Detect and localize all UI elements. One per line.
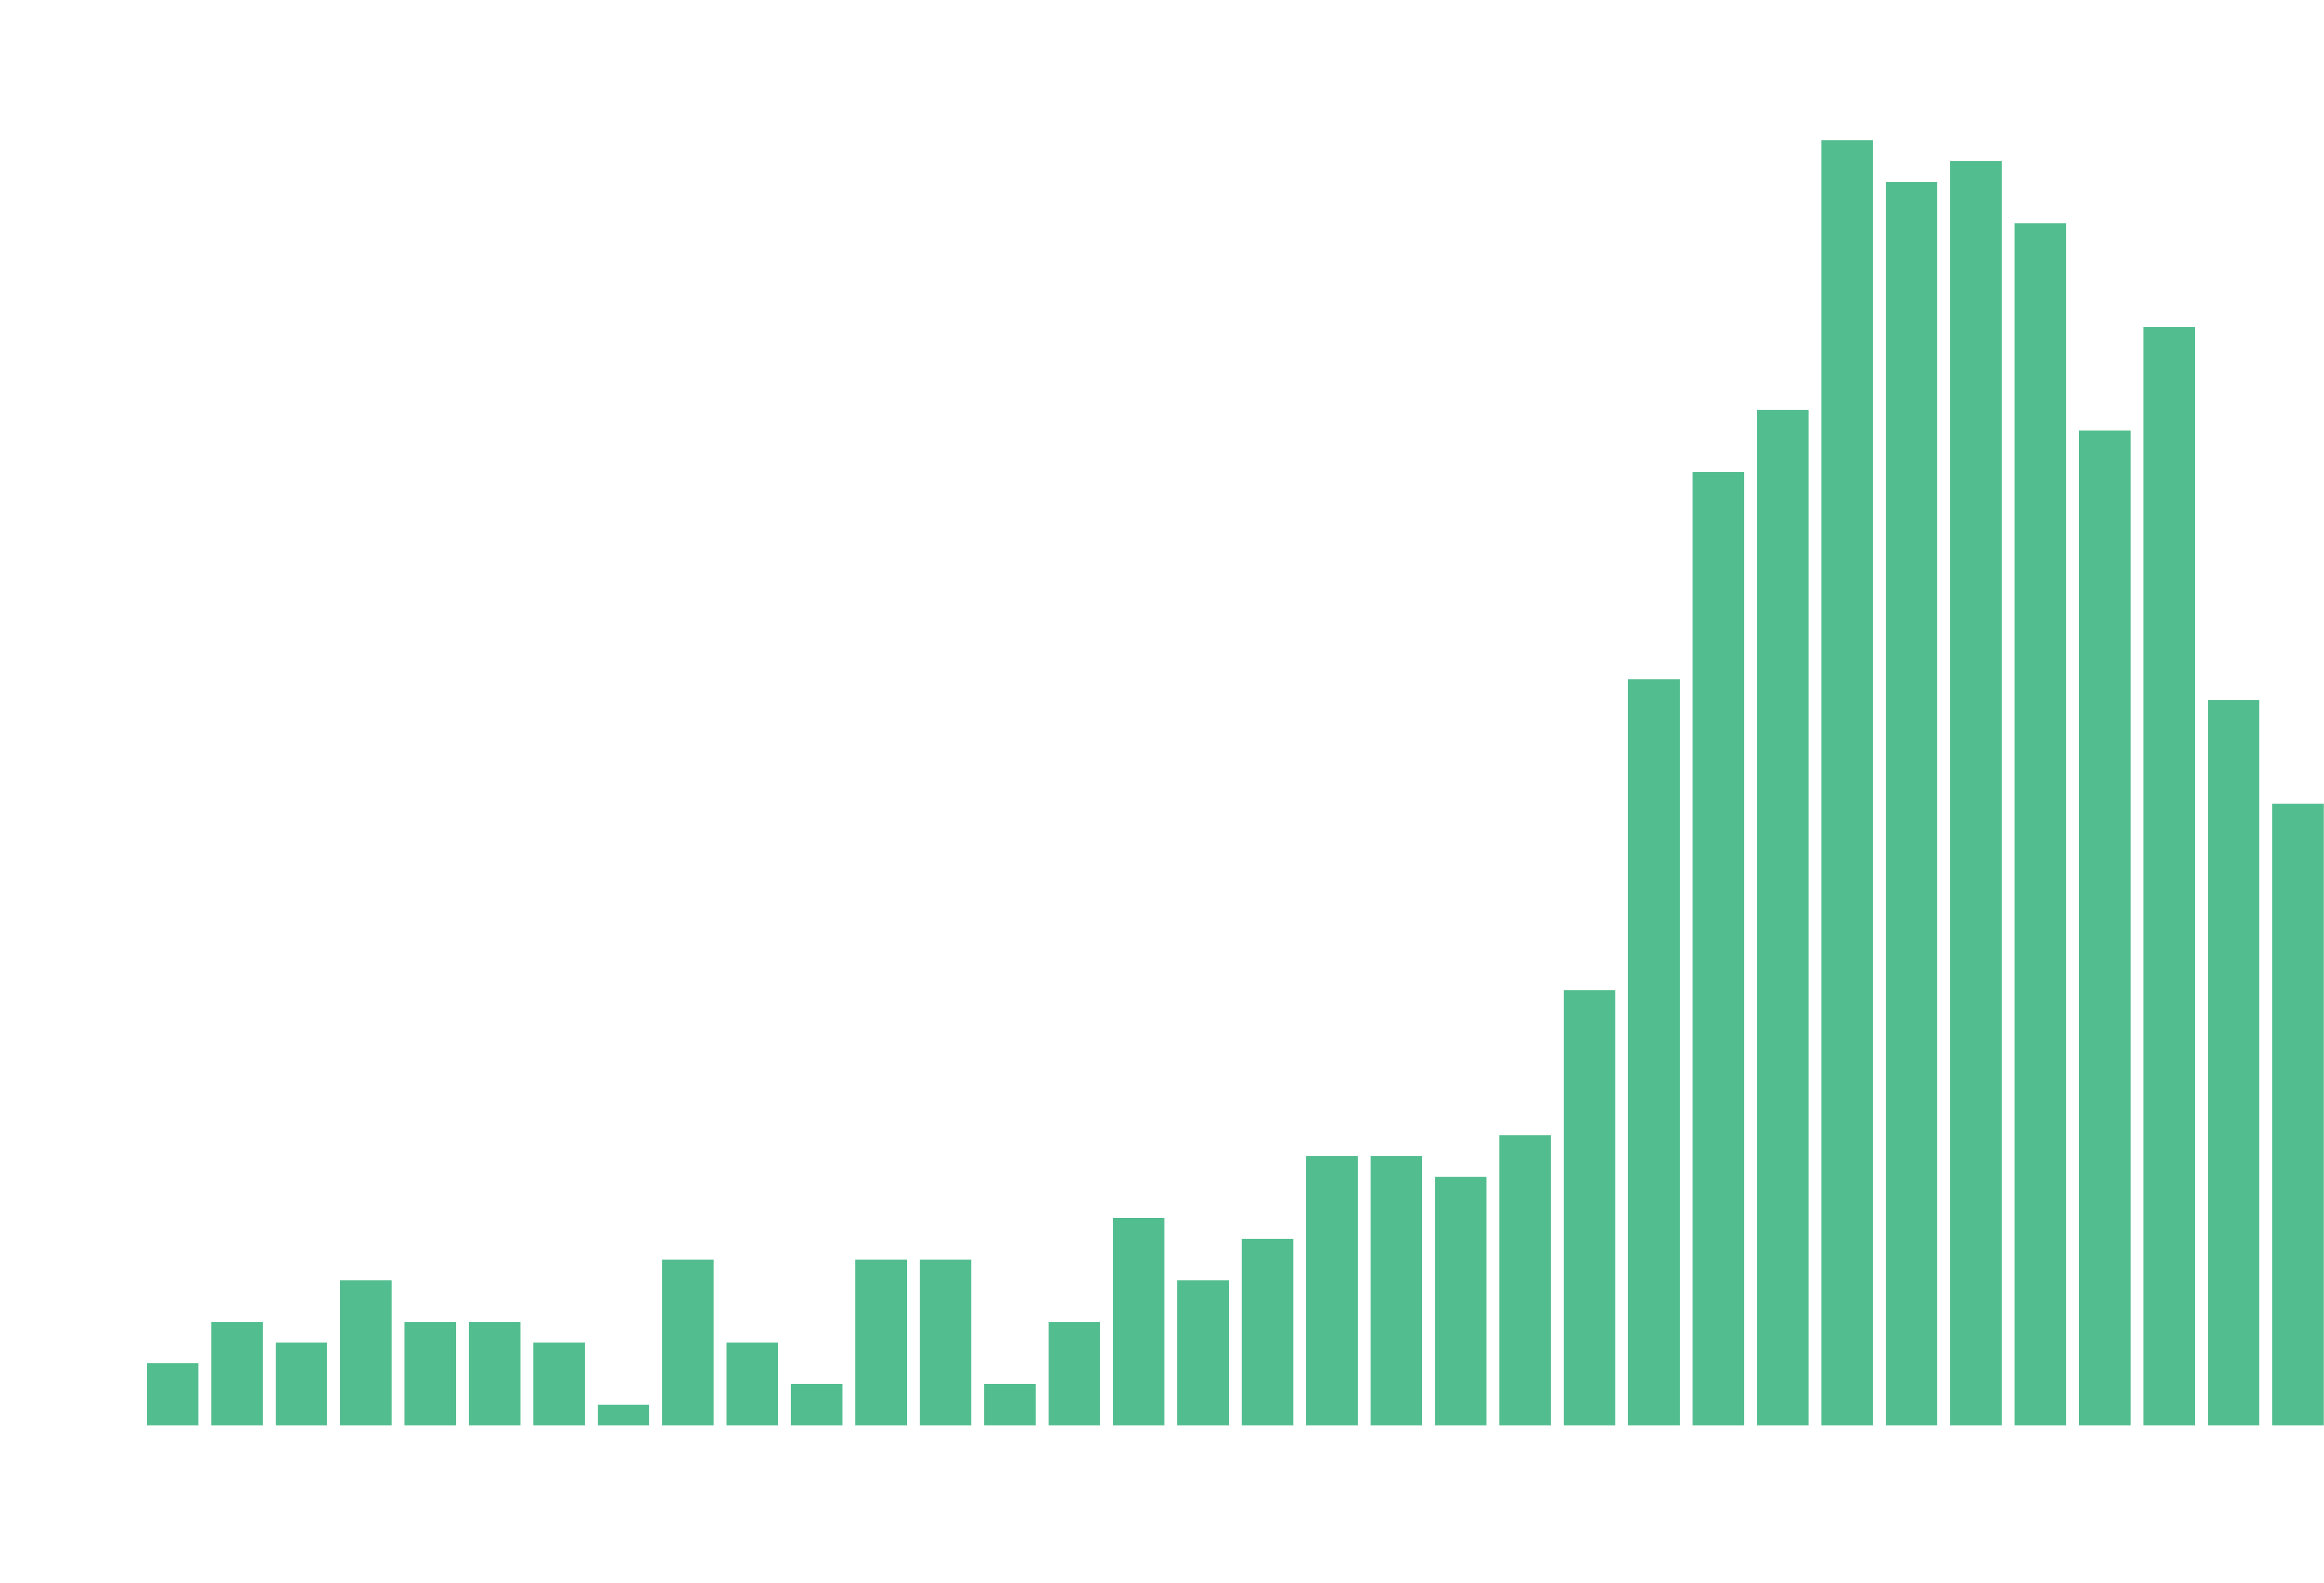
bar-10 [726,1342,778,1425]
bar-3 [276,1342,327,1425]
bar-29 [1950,161,2002,1425]
bar-5 [404,1322,456,1425]
bar-32 [2143,327,2195,1426]
bar-16 [1113,1218,1165,1425]
bar-6 [469,1322,521,1425]
bar-27 [1821,140,1873,1425]
bar-2 [211,1322,263,1425]
bar-25 [1692,472,1744,1425]
bar-11 [791,1384,843,1425]
bar-14 [984,1384,1036,1425]
bar-17 [1177,1280,1229,1425]
bar-18 [1241,1239,1294,1425]
bar-20 [1370,1156,1422,1425]
bar-30 [2014,223,2067,1426]
bar-1 [147,1363,198,1425]
bar-33 [2208,700,2259,1425]
bar-34 [2272,804,2324,1425]
bar-31 [2079,430,2131,1426]
bar-9 [662,1260,714,1425]
bar-series [147,140,2324,1426]
bar-12 [855,1260,907,1425]
bar-19 [1306,1156,1358,1425]
bar-21 [1435,1176,1487,1425]
bar-8 [597,1405,649,1425]
bar-4 [340,1280,392,1425]
bar-7 [533,1342,585,1425]
bar-22 [1499,1135,1551,1425]
bar-24 [1628,679,1680,1425]
bar-13 [919,1260,971,1425]
bar-15 [1048,1322,1100,1425]
bar-28 [1886,182,1938,1426]
bar-26 [1757,409,1809,1425]
bar-23 [1564,990,1616,1425]
